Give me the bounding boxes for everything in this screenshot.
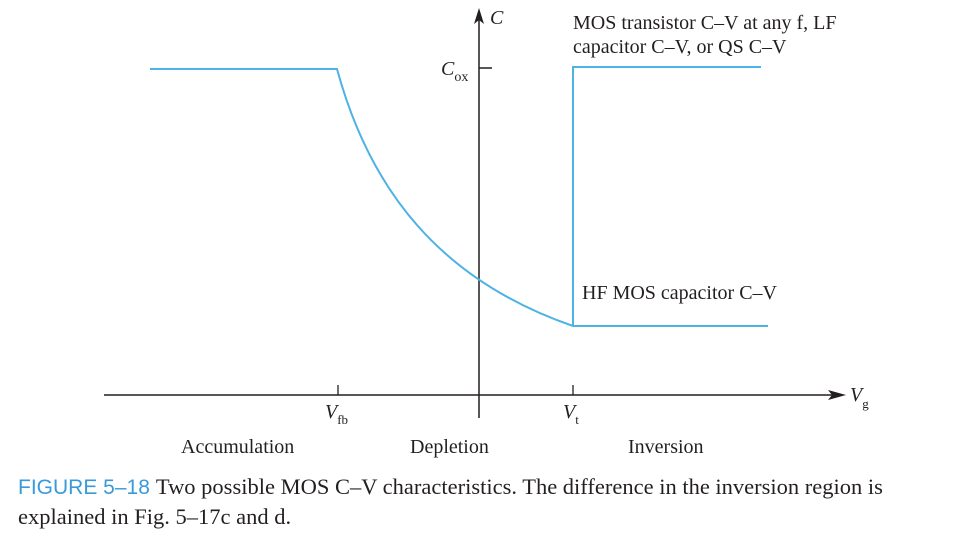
caption-label: FIGURE 5–18 <box>18 476 150 499</box>
y-axis-label: C <box>490 7 504 29</box>
cv-curve-common <box>150 68 574 327</box>
region-depletion: Depletion <box>410 436 489 458</box>
caption-text: Two possible MOS C–V characteristics. Th… <box>18 474 883 529</box>
x-axis-label: Vg <box>850 384 869 411</box>
annotation-lower: HF MOS capacitor C–V <box>582 282 778 304</box>
cox-label: Cox <box>441 58 468 85</box>
cv-curve-lf-branch <box>572 66 761 326</box>
x-axis-arrowhead <box>828 390 846 400</box>
region-accumulation: Accumulation <box>181 436 294 458</box>
annotation-upper-line2: capacitor C–V, or QS C–V <box>573 36 787 58</box>
annotation-upper-line1: MOS transistor C–V at any f, LF <box>573 12 837 34</box>
vt-label: Vt <box>563 401 579 427</box>
figure-caption: FIGURE 5–18 Two possible MOS C–V characte… <box>18 472 963 531</box>
vfb-label: Vfb <box>325 401 348 427</box>
y-axis-arrowhead <box>474 8 484 24</box>
region-inversion: Inversion <box>628 436 704 458</box>
